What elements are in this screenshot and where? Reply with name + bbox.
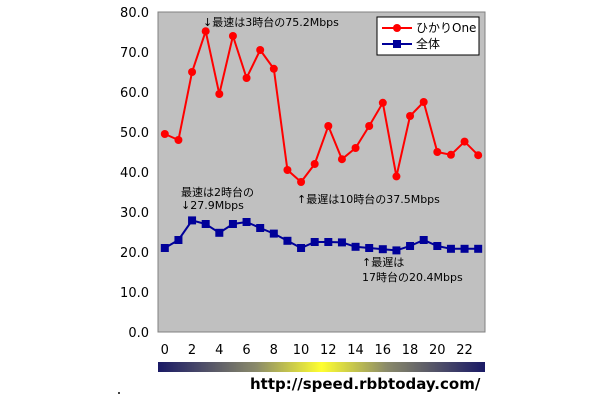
x-tick-label: 14 <box>347 343 364 358</box>
series-overall-point <box>242 218 251 226</box>
legend-marker <box>393 24 401 32</box>
series-hikari-one-point <box>446 150 455 159</box>
annotation-text: ↓最速は3時台の75.2Mbps <box>203 15 339 29</box>
series-overall-point <box>446 244 455 253</box>
series-overall-point <box>365 244 374 252</box>
series-overall-point <box>310 238 319 246</box>
time-of-day-gradient-bar <box>158 362 485 372</box>
annotation-text: 最速は2時台の <box>181 185 254 199</box>
series-overall-point <box>460 244 469 253</box>
x-tick-label: 4 <box>215 343 223 358</box>
x-tick-label: 8 <box>270 343 278 358</box>
series-overall-point <box>324 238 333 246</box>
annotation-text: ↑最遅は <box>362 256 404 269</box>
legend-label: ひかりOne <box>416 21 476 35</box>
y-tick-label: 30.0 <box>120 206 149 221</box>
series-hikari-one-point <box>433 148 442 156</box>
legend-box <box>376 16 480 56</box>
series-overall-point <box>392 246 401 255</box>
plot-area <box>157 11 486 333</box>
series-hikari-one-point <box>378 98 387 107</box>
series-hikari-one-point <box>228 32 237 40</box>
annotation-text: ↓27.9Mbps <box>181 199 244 212</box>
legend-marker <box>393 40 401 48</box>
series-overall-point <box>297 244 306 252</box>
series-overall-point <box>474 244 483 253</box>
series-hikari-one-point <box>460 137 469 146</box>
y-tick-label: 50.0 <box>120 126 149 141</box>
series-hikari-one-point <box>324 122 333 130</box>
series-overall-point <box>201 220 210 228</box>
legend-label: 全体 <box>416 36 440 51</box>
series-hikari-one-point <box>174 136 183 144</box>
source-url: http://speed.rbbtoday.com/ <box>250 375 481 393</box>
series-overall-point <box>419 236 428 244</box>
x-tick-label: 20 <box>429 343 446 358</box>
y-tick-label: 70.0 <box>120 46 149 61</box>
x-tick-label: 2 <box>188 343 196 358</box>
series-hikari-one-point <box>160 130 169 138</box>
series-overall-point <box>337 238 346 247</box>
series-hikari-one-point <box>310 160 319 168</box>
series-hikari-one-point <box>188 68 197 76</box>
series-overall-point <box>215 228 224 237</box>
y-tick-label: 20.0 <box>120 246 149 261</box>
y-tick-label: 60.0 <box>120 86 149 101</box>
series-overall-point <box>256 224 265 232</box>
x-tick-label: 10 <box>293 343 310 358</box>
x-tick-label: 22 <box>456 343 473 358</box>
series-hikari-one-point <box>337 155 346 164</box>
series-hikari-one-point <box>201 27 210 36</box>
series-hikari-one-point <box>269 64 278 73</box>
series-hikari-one-point <box>365 122 374 130</box>
series-overall-point <box>433 242 442 250</box>
series-overall-point <box>160 244 169 252</box>
x-tick-label: 0 <box>161 343 169 358</box>
annotation-text: 17時台の20.4Mbps <box>362 270 463 284</box>
series-hikari-one-point <box>256 46 265 54</box>
series-hikari-one-point <box>283 166 292 174</box>
x-tick-label: 12 <box>320 343 337 358</box>
series-hikari-one-point <box>297 178 306 186</box>
x-tick-label: 6 <box>242 343 250 358</box>
y-tick-label: 0.0 <box>128 326 149 341</box>
series-overall-point <box>269 229 278 238</box>
series-hikari-one-line <box>164 27 479 184</box>
series-hikari-one-point <box>351 144 360 152</box>
series-overall-point <box>188 216 197 225</box>
series-hikari-one-point <box>392 172 401 181</box>
series-hikari-one-point <box>242 74 251 82</box>
x-tick-label: 16 <box>375 343 392 358</box>
stray-dot <box>118 392 120 394</box>
annotation-text: ↑最遅は10時台の37.5Mbps <box>297 192 440 206</box>
series-overall-point <box>174 236 183 244</box>
series-hikari-one-point <box>474 151 483 160</box>
x-tick-label: 18 <box>402 343 419 358</box>
series-overall-point <box>406 242 415 250</box>
y-tick-label: 40.0 <box>120 166 149 181</box>
series-overall-point <box>228 220 237 228</box>
series-overall-point <box>378 245 387 254</box>
series-hikari-one-point <box>215 90 224 98</box>
series-overall-point <box>351 242 360 251</box>
y-tick-label: 10.0 <box>120 286 149 301</box>
y-tick-label: 80.0 <box>120 6 149 21</box>
series-hikari-one-point <box>406 112 415 120</box>
series-hikari-one-point <box>419 98 428 106</box>
series-overall-point <box>283 236 292 245</box>
